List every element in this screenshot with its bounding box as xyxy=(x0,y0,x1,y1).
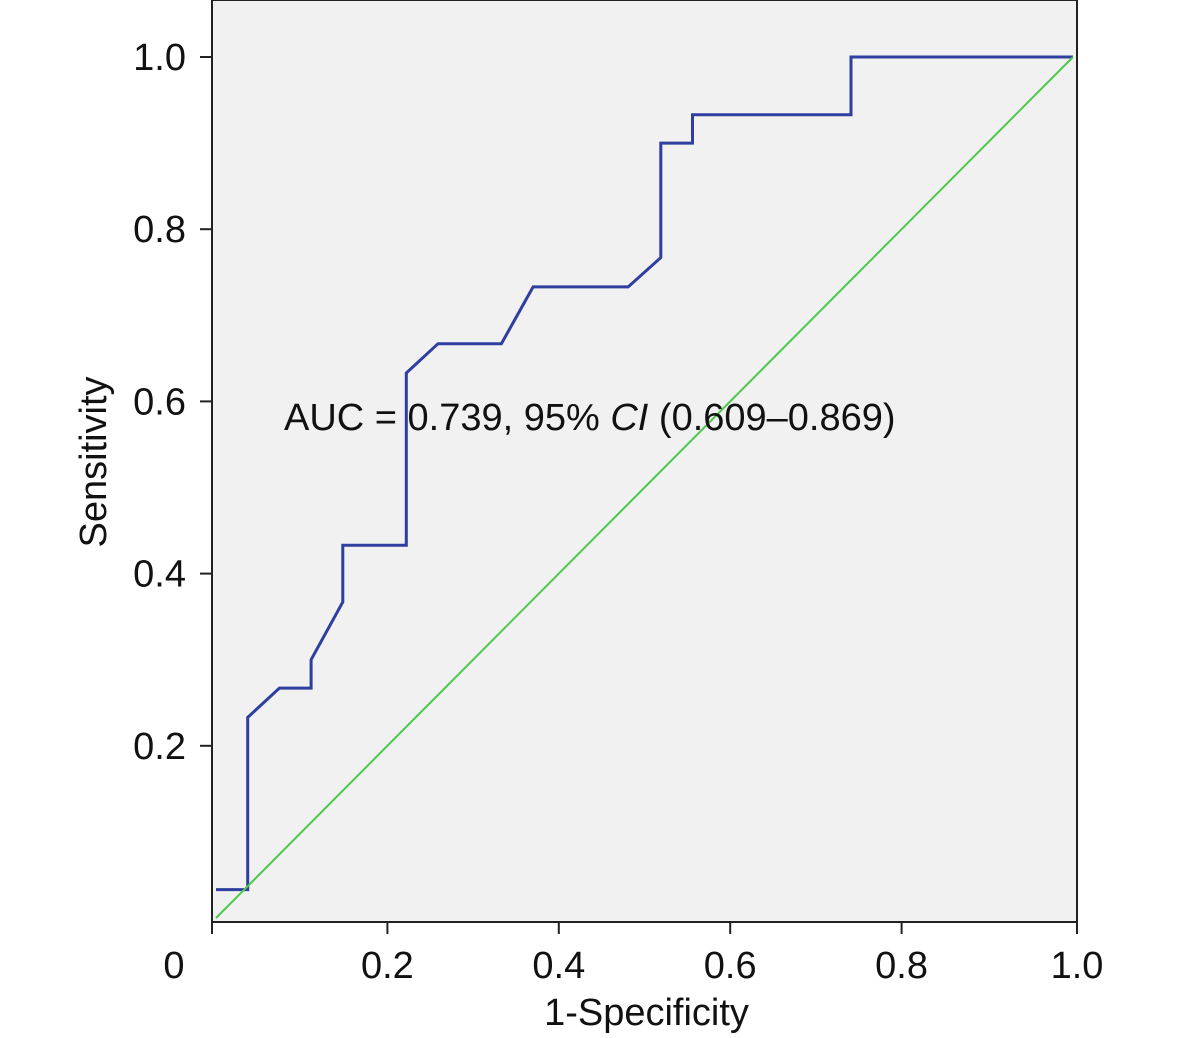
auc-annotation: AUC = 0.739, 95% CI (0.609–0.869) xyxy=(284,397,896,439)
y-tick-label: 0.2 xyxy=(133,726,186,768)
reference-diagonal-line xyxy=(215,56,1074,919)
x-axis-title: 1-Specificity xyxy=(544,992,749,1034)
y-axis-title: Sensitivity xyxy=(73,376,115,547)
auc-annotation-suffix: (0.609–0.869) xyxy=(648,397,895,439)
x-tick-label: 0.8 xyxy=(875,945,928,987)
x-tick-label: 1.0 xyxy=(1051,945,1104,987)
x-tick-label: 0.4 xyxy=(532,945,585,987)
auc-annotation-prefix: AUC = 0.739, 95% xyxy=(284,397,610,439)
ticks-layer: 0 0.2 0.4 0.6 0.8 1.0 0.2 0.4 0.6 0.8 1.0 xyxy=(133,37,1103,987)
x-tick-label: 0.2 xyxy=(361,945,414,987)
series-layer xyxy=(215,55,1074,919)
auc-annotation-ci: CI xyxy=(610,397,648,439)
plot-area xyxy=(211,0,1078,923)
axes-layer xyxy=(211,0,1077,923)
x-tick-label: 0 xyxy=(163,945,184,987)
y-tick-label: 0.4 xyxy=(133,554,186,596)
y-tick-label: 0.6 xyxy=(133,381,186,423)
roc-curve-line xyxy=(216,55,1073,892)
y-tick-label: 1.0 xyxy=(133,37,186,79)
y-tick-label: 0.8 xyxy=(133,209,186,251)
x-tick-label: 0.6 xyxy=(704,945,757,987)
